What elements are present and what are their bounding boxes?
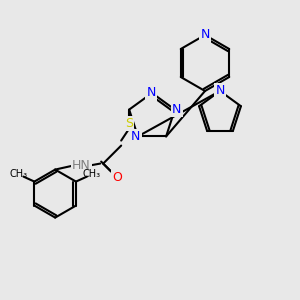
Text: HN: HN — [72, 159, 91, 172]
Text: N: N — [200, 28, 210, 41]
Text: N: N — [131, 130, 141, 143]
Text: CH₃: CH₃ — [9, 169, 28, 178]
Text: O: O — [112, 171, 122, 184]
Text: N: N — [172, 103, 182, 116]
Text: N: N — [146, 86, 156, 100]
Text: N: N — [215, 85, 225, 98]
Text: CH₃: CH₃ — [83, 169, 101, 178]
Text: S: S — [125, 117, 133, 130]
